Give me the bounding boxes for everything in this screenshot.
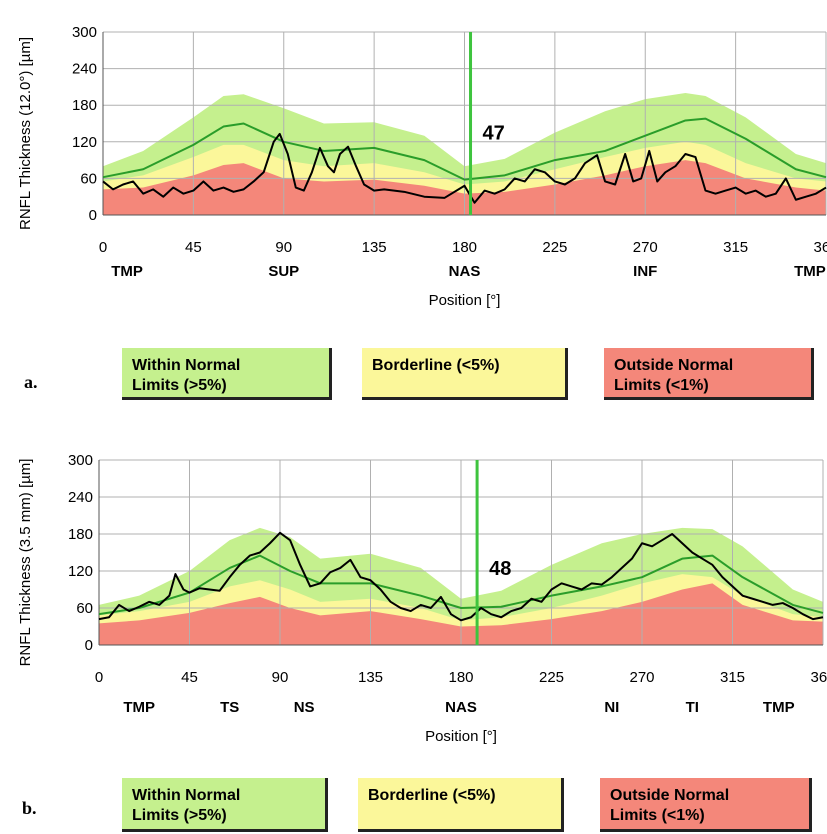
measured-rnfl-line	[102, 132, 827, 204]
sector-label: SUP	[268, 263, 299, 280]
position-marker-label: 48	[489, 558, 511, 580]
y-tick-label: 0	[89, 207, 97, 224]
normal-mean-line	[102, 117, 827, 181]
sector-label: TMP	[763, 699, 795, 716]
x-tick-label: 180	[452, 239, 477, 256]
sector-label: TMP	[794, 263, 826, 280]
sector-label: NAS	[445, 699, 477, 716]
x-tick-label: 225	[539, 669, 564, 686]
sector-label: INF	[633, 263, 657, 280]
y-axis-label: RNFL Thickness (3.5 mm) [µm]	[17, 459, 34, 667]
legend-outside-normal-line2: Limits (<1%)	[610, 807, 705, 824]
x-tick-label: 315	[720, 669, 745, 686]
x-tick-label: 90	[275, 239, 292, 256]
x-tick-label: 315	[723, 239, 748, 256]
x-tick-label: 0	[99, 239, 107, 256]
x-axis-label: Position [°]	[425, 728, 497, 745]
chart-panel-b: 48 0 60 120 180 240 300 0 45 90 135 180 225 270 315 360…	[17, 452, 827, 745]
sector-label: TS	[220, 699, 239, 716]
y-tick-label: 120	[72, 134, 97, 151]
y-tick-label: 300	[72, 24, 97, 41]
legend-borderline-line1: Borderline (<5%)	[368, 787, 496, 804]
legend-within-normal-line1: Within Normal	[132, 787, 241, 804]
y-tick-label: 300	[68, 452, 93, 469]
normal-mean-line	[98, 554, 824, 616]
y-tick-label: 240	[72, 61, 97, 78]
y-tick-label: 240	[68, 489, 93, 506]
legend-outside-normal-line1: Outside Normal	[614, 357, 734, 374]
legend-within-normal-b: Within Normal Limits (>5%)	[122, 778, 328, 832]
y-tick-label: 180	[72, 97, 97, 114]
x-axis-label: Position [°]	[429, 292, 501, 309]
y-tick-label: 60	[80, 170, 97, 187]
y-tick-label: 120	[68, 563, 93, 580]
y-tick-label: 60	[76, 600, 93, 617]
sector-label: NI	[604, 699, 619, 716]
legend-borderline-a: Borderline (<5%)	[362, 348, 568, 400]
legend-outside-normal-line2: Limits (<1%)	[614, 377, 709, 394]
x-tick-label: 135	[362, 239, 387, 256]
x-tick-label: 0	[95, 669, 103, 686]
legend-within-normal-line2: Limits (>5%)	[132, 377, 227, 394]
sector-label: NS	[294, 699, 315, 716]
y-tick-label: 180	[68, 526, 93, 543]
panel-b-letter: b.	[22, 798, 37, 818]
x-tick-label: 135	[358, 669, 383, 686]
legend-outside-normal-b: Outside Normal Limits (<1%)	[600, 778, 812, 832]
measured-rnfl-line	[98, 531, 824, 622]
y-axis-label: RNFL Thickness (12.0°) [µm]	[17, 37, 34, 230]
legend-borderline-b: Borderline (<5%)	[358, 778, 564, 832]
legend-outside-normal-a: Outside Normal Limits (<1%)	[604, 348, 814, 400]
legend-borderline-line1: Borderline (<5%)	[372, 357, 500, 374]
sector-label: TI	[686, 699, 699, 716]
x-tick-label: 225	[542, 239, 567, 256]
legend-outside-normal-line1: Outside Normal	[610, 787, 730, 804]
x-tick-label: 270	[629, 669, 654, 686]
x-tick-label: 45	[181, 669, 198, 686]
legend-within-normal-line1: Within Normal	[132, 357, 241, 374]
x-tick-label: 180	[448, 669, 473, 686]
panel-a-letter: a.	[24, 372, 38, 392]
x-tick-label: 360	[813, 239, 827, 256]
sector-label: TMP	[123, 699, 155, 716]
x-tick-label: 45	[185, 239, 202, 256]
chart-panel-a: 47 0 60 120 180 240 300 0 45 90 135 180 225 270 315 360…	[17, 24, 827, 309]
x-tick-label: 360	[810, 669, 827, 686]
y-tick-label: 0	[85, 637, 93, 654]
position-marker-label: 47	[483, 123, 505, 145]
legend-within-normal-line2: Limits (>5%)	[132, 807, 227, 824]
sector-label: TMP	[111, 263, 143, 280]
sector-label: NAS	[449, 263, 481, 280]
x-tick-label: 270	[633, 239, 658, 256]
x-tick-label: 90	[272, 669, 289, 686]
legend-within-normal-a: Within Normal Limits (>5%)	[122, 348, 332, 400]
